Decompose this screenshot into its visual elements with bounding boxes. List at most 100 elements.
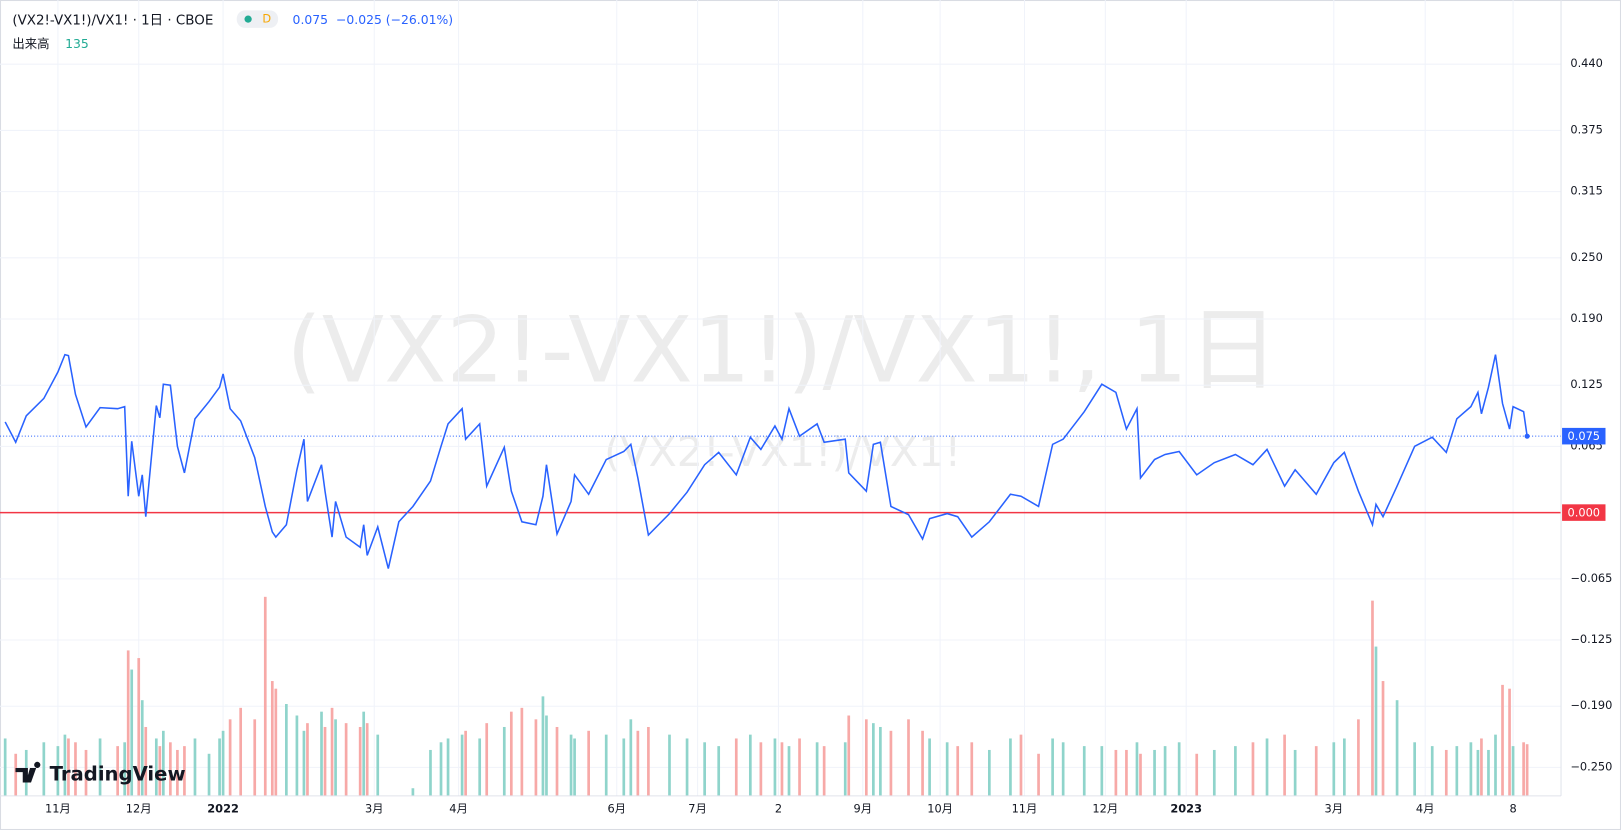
plot (0, 353, 1562, 569)
volume-bar (137, 658, 141, 796)
volume-bar (63, 734, 67, 796)
volume-bar (822, 746, 826, 796)
axes: 0.4400.3750.3150.2500.1900.1250.065−0.06… (45, 56, 1612, 815)
volume-bar (478, 738, 482, 796)
volume-bar (74, 742, 77, 796)
volume-bar (14, 753, 18, 796)
y-tick-label: −0.065 (1570, 571, 1612, 585)
x-tick-label: 11月 (45, 801, 71, 815)
y-tick-label: 0.190 (1570, 311, 1603, 325)
y-tick-label: −0.190 (1570, 698, 1612, 712)
volume-bar (1163, 746, 1167, 796)
volume-bar (587, 730, 590, 796)
volume-bar (1476, 749, 1480, 796)
volume-bar (344, 723, 348, 796)
volume-bar (1100, 746, 1104, 796)
volume-bar (1037, 753, 1040, 796)
volume-label: 出来高 (12, 36, 49, 51)
volume-bar (847, 715, 851, 796)
volume-bar (1265, 738, 1269, 796)
volume-bar (239, 707, 243, 796)
volume-bar (843, 742, 847, 796)
y-tick-label: 0.315 (1570, 184, 1603, 198)
volume-bar (330, 707, 334, 796)
badge-bg (236, 10, 279, 28)
volume-bar (1082, 746, 1086, 796)
interval-badge: D (262, 12, 271, 26)
volume-bar (144, 726, 148, 796)
y-tick-label: 0.250 (1570, 250, 1603, 264)
volume-bar (668, 734, 671, 796)
volume-bar (263, 596, 267, 796)
volume-bar (1469, 742, 1473, 796)
chart-title: (VX2!-VX1!)/VX1! · 1日 · CBOE (12, 14, 213, 29)
volume-bar (604, 734, 608, 796)
x-tick-label: 2023 (1170, 801, 1202, 815)
volume-bar (365, 723, 369, 796)
volume-bar (1125, 749, 1128, 796)
volume-bar (464, 730, 467, 796)
volume-bar (67, 738, 70, 796)
volume-bar (872, 723, 875, 796)
volume-bar (780, 742, 784, 796)
volume-bar (703, 742, 706, 796)
price-tag (1562, 504, 1606, 521)
volume-bar (306, 723, 309, 796)
logo: TradingView (15, 761, 186, 786)
volume-bar (429, 749, 432, 796)
volume-bar (502, 726, 506, 796)
x-tick-label: 8 (1509, 801, 1516, 815)
status-dot (244, 15, 252, 23)
volume (3, 596, 1529, 796)
volume-bar (520, 707, 524, 796)
x-tick-label: 12月 (126, 801, 152, 815)
volume-bar (228, 719, 232, 796)
volume-bar (274, 688, 278, 796)
volume-bar (889, 730, 893, 796)
volume-bar (1371, 600, 1374, 796)
volume-bar (956, 746, 960, 796)
volume-bar (176, 749, 179, 796)
logo-text: TradingView (50, 763, 186, 786)
volume-bar (734, 738, 738, 796)
volume-bar (285, 704, 288, 796)
price-tag-label: 0.075 (1568, 429, 1601, 443)
volume-bar (509, 711, 513, 796)
volume-bar (126, 650, 130, 796)
volume-bar (748, 734, 752, 796)
volume-bar (988, 749, 991, 796)
volume-bar (636, 730, 640, 796)
volume-bar (1019, 734, 1023, 796)
volume-bar (439, 742, 443, 796)
volume-bar (320, 711, 323, 796)
volume-bar (295, 715, 299, 796)
price-tag-label: 0.000 (1568, 506, 1601, 520)
volume-bar (1314, 746, 1318, 796)
volume-bar (218, 738, 221, 796)
volume-bar (1381, 681, 1385, 796)
volume-bar (3, 738, 7, 796)
volume-bar (1494, 734, 1497, 796)
logo-mark (15, 761, 41, 783)
volume-bar (334, 719, 337, 796)
grid (0, 0, 1562, 796)
volume-bar (545, 715, 548, 796)
volume-bar (534, 719, 538, 796)
volume-bar (98, 738, 102, 796)
series-line (4, 353, 1528, 569)
volume-bar (787, 746, 791, 796)
volume-bar (970, 742, 974, 796)
volume-bar (879, 726, 882, 796)
volume-bar (1153, 749, 1156, 796)
volume-bar (302, 730, 306, 796)
volume-bar (446, 738, 450, 796)
volume-bar (56, 746, 60, 796)
volume-bar (1251, 742, 1255, 796)
volume-bar (798, 738, 801, 796)
volume-bar (1212, 749, 1216, 796)
volume-bar (1430, 746, 1434, 796)
volume-bar (1195, 753, 1199, 796)
x-tick-label: 3月 (1325, 801, 1344, 815)
